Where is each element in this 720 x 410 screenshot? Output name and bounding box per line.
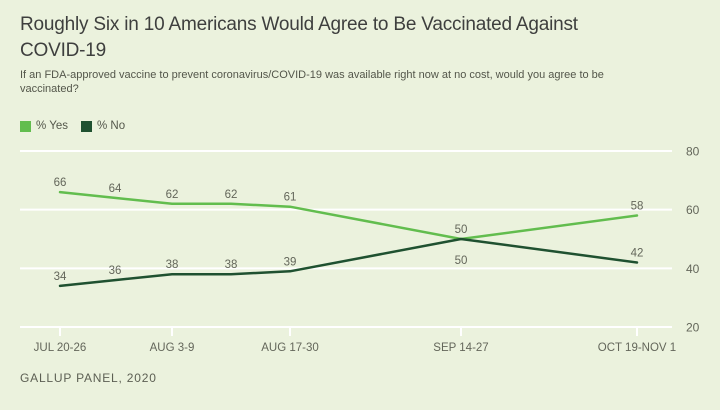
series-line-yes (58, 190, 639, 241)
legend-label-yes: % Yes (36, 120, 68, 132)
value-label-no-4: 39 (284, 256, 297, 268)
value-label-no-6: 42 (631, 247, 644, 259)
x-axis-label-0: JUL 20-26 (34, 342, 87, 354)
legend-swatch-no (80, 120, 92, 132)
chart-subtitle: If an FDA-approved vaccine to prevent co… (20, 69, 604, 95)
value-label-no-1: 36 (109, 265, 122, 277)
series-line-no (58, 237, 639, 288)
value-label-no-3: 38 (225, 259, 238, 271)
value-label-no-5: 50 (455, 255, 468, 267)
legend-swatch-yes (20, 120, 31, 132)
value-label-yes-4: 61 (284, 192, 297, 204)
chart-title: Roughly Six in 10 Americans Would Agree … (20, 14, 578, 61)
legend-label-no: % No (96, 120, 126, 132)
legend-item-yes: % Yes (20, 120, 68, 132)
x-axis-label-4: OCT 19-NOV 1 (598, 342, 676, 354)
value-label-yes-5: 50 (455, 224, 468, 236)
y-axis-label-60: 60 (686, 203, 700, 217)
value-label-no-0: 34 (54, 271, 67, 283)
x-axis-label-2: AUG 17-30 (261, 342, 319, 354)
y-axis-label-20: 20 (686, 321, 700, 335)
x-axis-label-1: AUG 3-9 (150, 342, 195, 354)
legend-item-no: % No (80, 120, 126, 132)
x-axis-label-3: SEP 14-27 (433, 342, 488, 354)
value-label-yes-6: 58 (631, 201, 644, 213)
y-axis-label-80: 80 (686, 145, 700, 159)
value-label-yes-3: 62 (225, 189, 238, 201)
value-label-yes-0: 66 (54, 177, 67, 189)
chart-legend: % Yes % No (20, 120, 125, 132)
value-label-no-2: 38 (166, 259, 179, 271)
line-chart: 80 60 40 20 JUL 20-26 AUG 3-9 AUG 17-30 SEP 14-… (20, 145, 700, 354)
source-credit: GALLUP PANEL, 2020 (20, 371, 157, 385)
y-axis-label-40: 40 (686, 262, 700, 276)
value-label-yes-1: 64 (109, 183, 122, 195)
value-label-yes-2: 62 (166, 189, 179, 201)
